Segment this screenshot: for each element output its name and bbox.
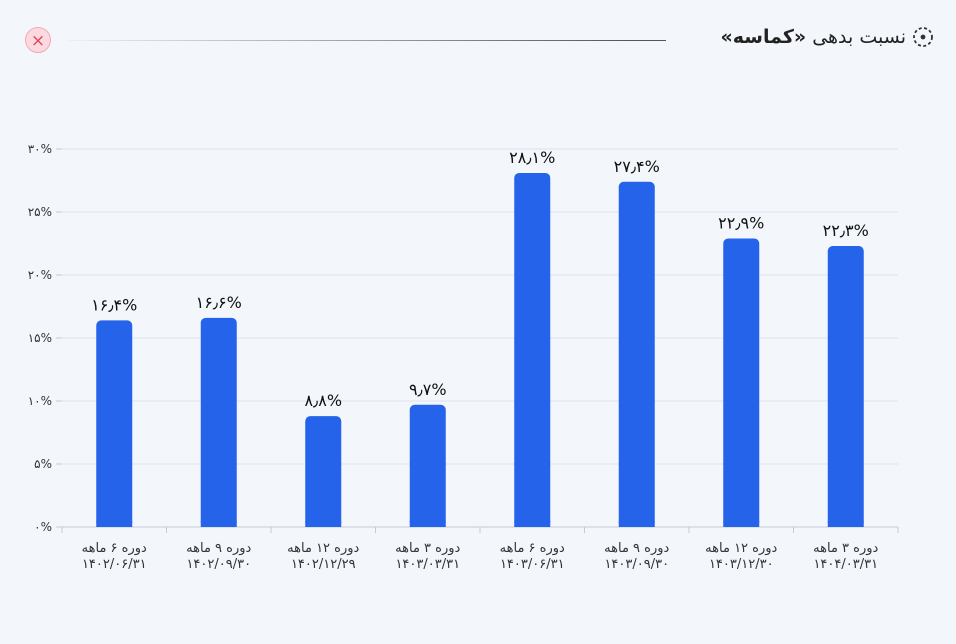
bar-base — [409, 521, 446, 527]
chart-header: × نسبت بدهی «کماسه» — [22, 24, 934, 58]
header-divider — [68, 40, 666, 41]
bar-value-label: ۲۲٫۳% — [823, 221, 869, 240]
close-icon[interactable]: × — [30, 31, 46, 51]
x-category-label-date: ۱۴۰۳/۰۶/۳۱ — [500, 557, 565, 572]
bar-value-label: ۲۷٫۴% — [614, 157, 660, 176]
bar-value-label: ۱۶٫۶% — [196, 293, 242, 312]
x-category-label-period: دوره ۱۲ ماهه — [705, 541, 777, 556]
bar — [305, 416, 342, 527]
x-category-label-period: دوره ۶ ماهه — [82, 541, 147, 556]
x-category-label-date: ۱۴۰۳/۰۳/۳۱ — [395, 557, 460, 572]
bar-base — [827, 521, 864, 527]
x-category-label-period: دوره ۳ ماهه — [813, 541, 878, 556]
bar-base — [514, 521, 551, 527]
bar — [96, 320, 133, 527]
y-tick-label: ۲۵% — [28, 205, 52, 219]
x-category-label-date: ۱۴۰۳/۱۲/۳۰ — [709, 557, 774, 572]
bar — [723, 238, 760, 527]
y-tick-label: ۱۵% — [28, 331, 52, 345]
chart-title-brand: «کماسه» — [720, 26, 807, 48]
dashed-circle-dot-icon — [913, 27, 933, 47]
bar-base — [618, 521, 655, 527]
x-category-label-date: ۱۴۰۲/۰۶/۳۱ — [82, 557, 147, 572]
x-category-label-period: دوره ۶ ماهه — [500, 541, 565, 556]
x-category-label-period: دوره ۹ ماهه — [186, 541, 251, 556]
y-tick-label: ۳۰% — [28, 142, 52, 156]
x-category-label-date: ۱۴۰۳/۰۹/۳۰ — [604, 557, 669, 572]
bar-value-label: ۸٫۸% — [304, 391, 342, 410]
bar — [827, 246, 864, 527]
y-tick-label: ۰% — [34, 520, 52, 534]
bar — [409, 404, 446, 527]
y-tick-label: ۲۰% — [28, 268, 52, 282]
bar — [200, 317, 237, 527]
x-category-label-period: دوره ۳ ماهه — [395, 541, 460, 556]
bar-value-label: ۲۸٫۱% — [509, 148, 555, 167]
x-category-label-period: دوره ۹ ماهه — [604, 541, 669, 556]
x-category-label-date: ۱۴۰۴/۰۳/۳۱ — [813, 557, 878, 572]
bar-base — [96, 521, 133, 527]
bar — [618, 181, 655, 527]
y-tick-label: ۱۰% — [28, 394, 52, 408]
bar-value-label: ۲۲٫۹% — [718, 213, 764, 232]
y-tick-label: ۵% — [34, 457, 52, 471]
close-button[interactable]: × — [25, 27, 51, 53]
chart-title-group: نسبت بدهی «کماسه» — [720, 26, 934, 48]
x-category-label-date: ۱۴۰۲/۰۹/۳۰ — [186, 557, 251, 572]
chart-title: نسبت بدهی «کماسه» — [720, 26, 906, 48]
bar-base — [723, 521, 760, 527]
bar-value-label: ۱۶٫۴% — [91, 295, 137, 314]
x-category-label-period: دوره ۱۲ ماهه — [287, 541, 359, 556]
bar — [514, 172, 551, 527]
bar-value-label: ۹٫۷% — [409, 380, 447, 399]
x-category-label-date: ۱۴۰۲/۱۲/۲۹ — [291, 557, 356, 572]
bar-base — [305, 521, 342, 527]
bar-base — [200, 521, 237, 527]
chart-title-prefix: نسبت بدهی — [812, 26, 906, 48]
